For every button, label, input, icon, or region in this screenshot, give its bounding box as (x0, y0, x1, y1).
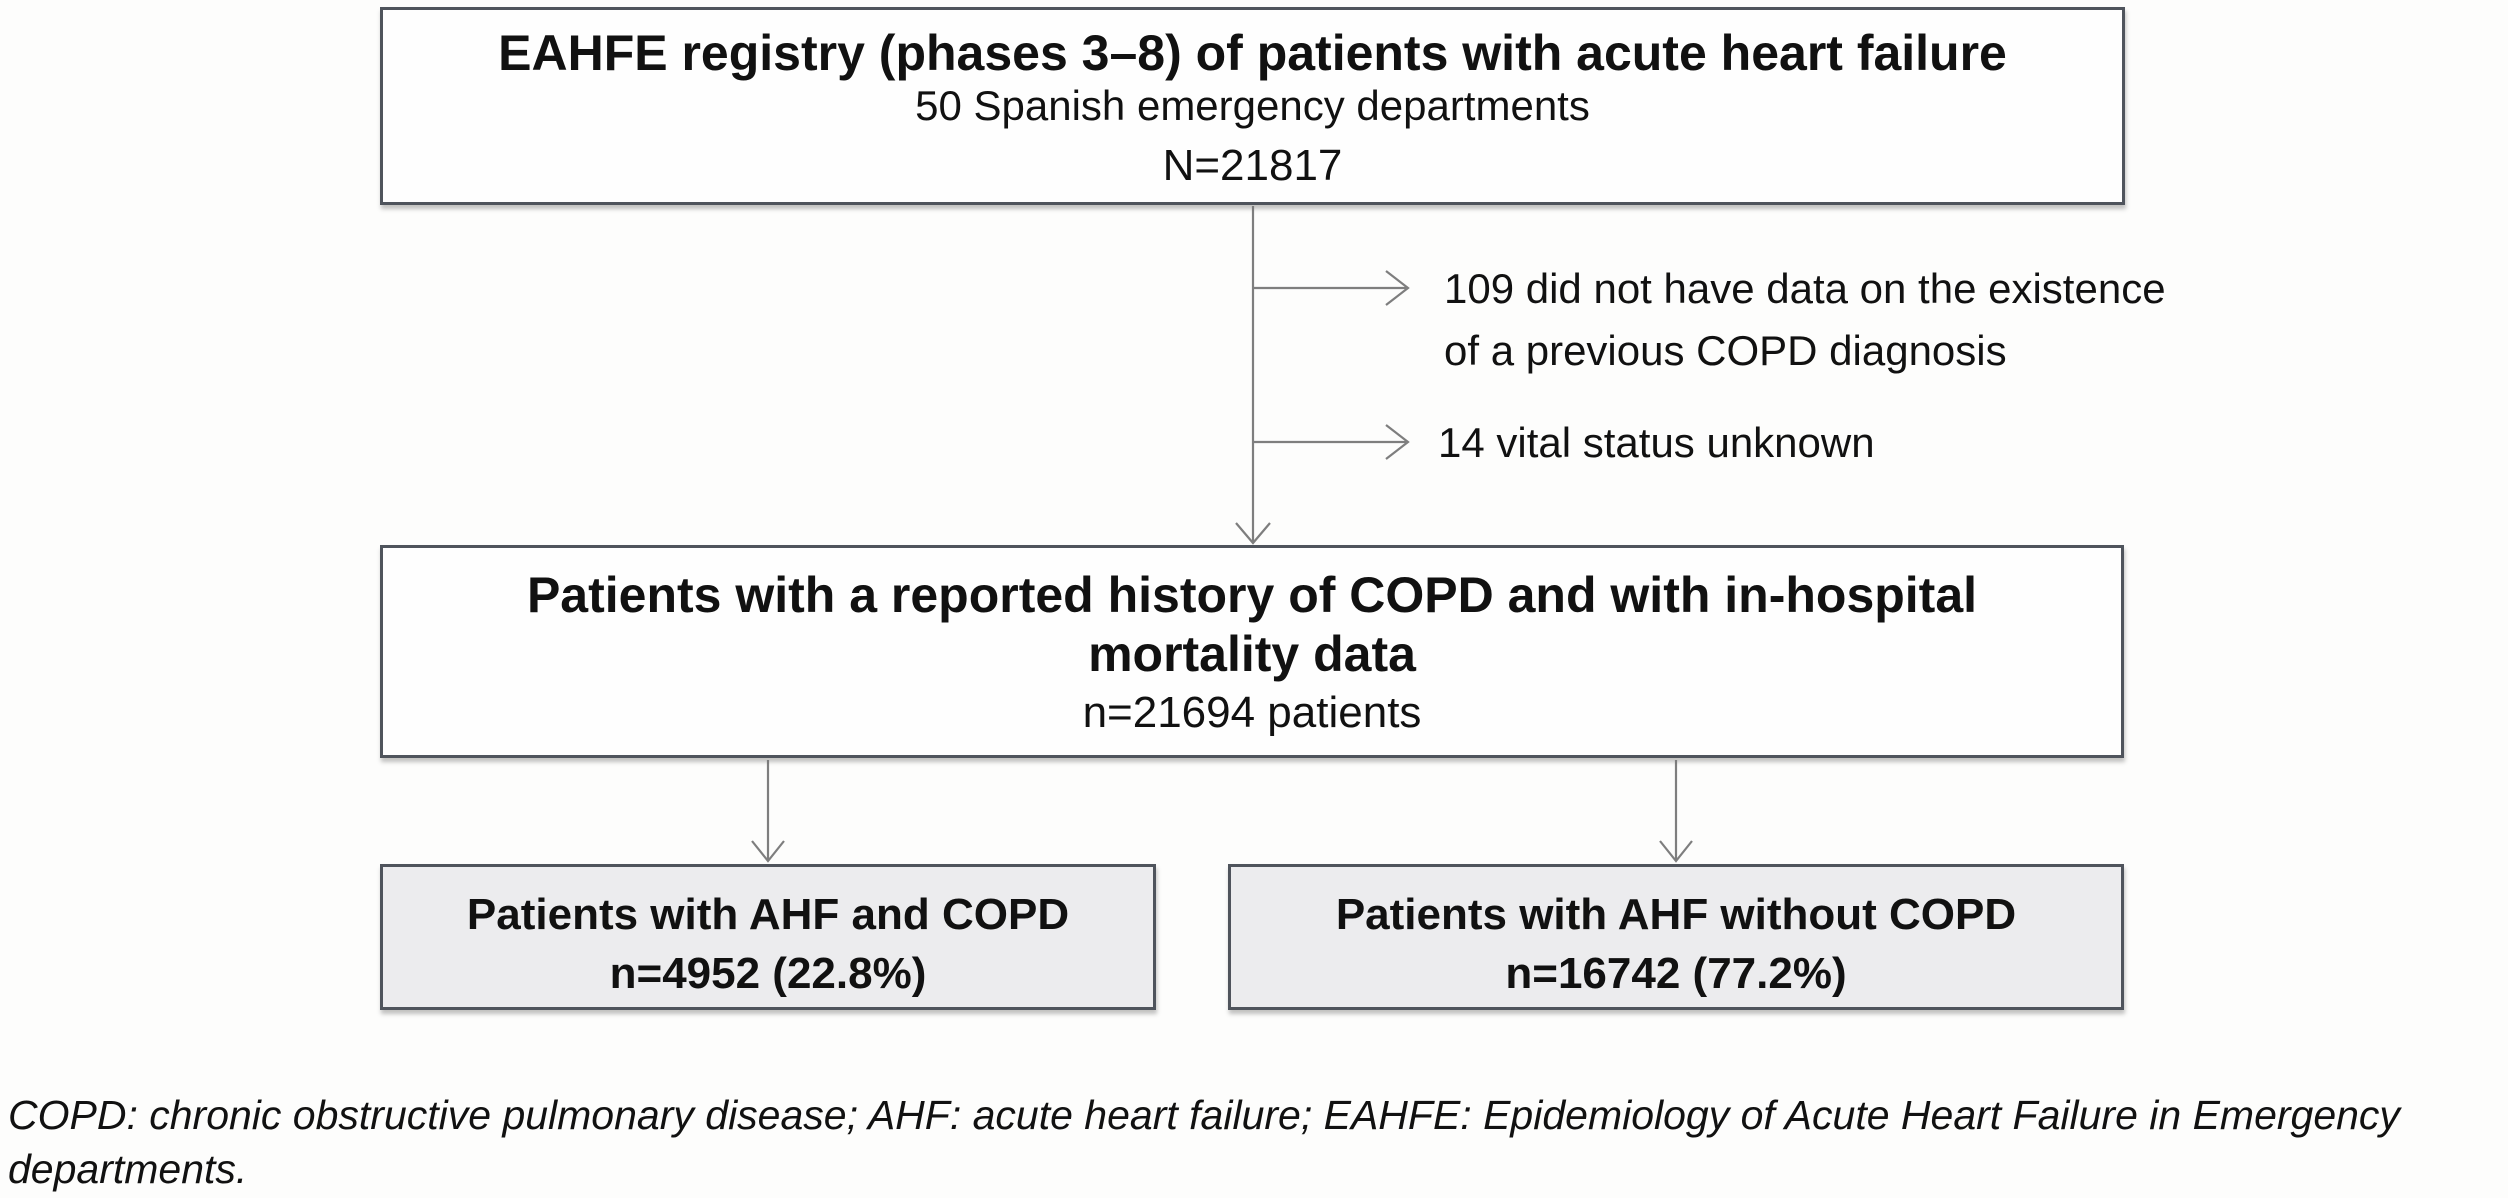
cohort-count: n=21694 patients (1082, 688, 1422, 737)
registry-box: EAHFE registry (phases 3–8) of patients … (380, 7, 2125, 205)
ahf-without-copd-box: Patients with AHF without COPD n=16742 (… (1228, 864, 2124, 1010)
exclusion-note-1-line-2: of a previous COPD diagnosis (1444, 327, 2007, 374)
ahf-with-copd-box: Patients with AHF and COPD n=4952 (22.8%… (380, 864, 1156, 1010)
cohort-title: Patients with a reported history of COPD… (526, 567, 1978, 682)
branch-arrow-left (751, 760, 785, 863)
registry-count: N=21817 (1162, 141, 1343, 190)
registry-subtitle: 50 Spanish emergency departments (915, 82, 1590, 129)
ahf-without-copd-count: n=16742 (77.2%) (1505, 949, 1847, 998)
exclusion-arrow-2 (1254, 424, 1410, 460)
figure-caption: COPD: chronic obstructive pulmonary dise… (8, 1092, 2400, 1192)
ahf-with-copd-count: n=4952 (22.8%) (609, 949, 927, 998)
ahf-without-copd-title: Patients with AHF without COPD (1335, 890, 2017, 939)
registry-title: EAHFE registry (phases 3–8) of patients … (498, 25, 2007, 81)
exclusion-note-1-line-1: 109 did not have data on the existence (1444, 265, 2166, 312)
exclusion-note-2-line-1: 14 vital status unknown (1438, 419, 1875, 466)
cohort-box: Patients with a reported history of COPD… (380, 545, 2124, 758)
ahf-with-copd-title: Patients with AHF and COPD (466, 890, 1070, 939)
exclusion-arrow-1 (1254, 270, 1410, 306)
main-down-arrow (1235, 206, 1271, 545)
branch-arrow-right (1659, 760, 1693, 863)
